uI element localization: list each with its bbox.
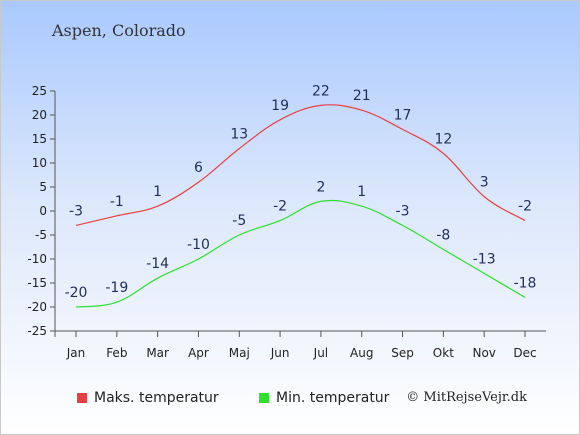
y-tick-label: -5 <box>35 228 47 242</box>
y-tick-label: -20 <box>27 300 47 314</box>
data-label-min: 2 <box>316 179 325 195</box>
data-label-max: 22 <box>312 83 330 99</box>
x-tick-label: Mar <box>146 346 169 360</box>
x-tick-label: Apr <box>188 346 209 360</box>
x-tick-label: Sep <box>391 346 414 360</box>
x-tick-label: Aug <box>350 346 373 360</box>
legend-item-max: Maks. temperatur <box>77 390 219 406</box>
legend-label-max: Maks. temperatur <box>94 390 219 406</box>
y-tick-label: -15 <box>27 276 47 290</box>
legend-item-min: Min. temperatur <box>259 390 389 406</box>
data-label-min: -2 <box>273 199 287 215</box>
data-label-max: 17 <box>394 107 412 123</box>
series-line-max <box>75 104 526 226</box>
data-label-min: -20 <box>65 285 88 301</box>
y-tick-label: -10 <box>27 252 47 266</box>
data-label-max: 3 <box>480 175 489 191</box>
data-label-max: 1 <box>153 184 162 200</box>
data-label-max: 12 <box>434 131 452 147</box>
x-tick-label: Nov <box>472 346 495 360</box>
y-tick-label: 25 <box>32 84 47 98</box>
y-tick-label: 20 <box>32 108 47 122</box>
copyright-text: © MitRejseVejr.dk <box>406 390 527 405</box>
x-tick-label: Dec <box>513 346 536 360</box>
y-tick-label: -25 <box>27 324 47 338</box>
data-label-min: -3 <box>396 203 410 219</box>
legend-label-min: Min. temperatur <box>276 390 390 406</box>
data-label-max: -1 <box>110 194 124 210</box>
chart-title: Aspen, Colorado <box>52 21 186 40</box>
y-tick-label: 10 <box>32 156 47 170</box>
data-label-min: 1 <box>357 184 366 200</box>
x-tick-label: Jun <box>270 346 290 360</box>
data-label-min: -19 <box>105 280 128 296</box>
data-label-max: 13 <box>230 127 248 143</box>
data-label-max: 6 <box>194 160 203 176</box>
x-tick-label: Okt <box>433 346 454 360</box>
y-tick-label: 15 <box>32 132 47 146</box>
x-tick-label: Jan <box>66 346 86 360</box>
x-tick-label: Feb <box>106 346 127 360</box>
legend: Maks. temperatur Min. temperatur <box>77 390 537 410</box>
series-line-min <box>75 199 526 308</box>
data-label-max: -3 <box>69 203 83 219</box>
legend-swatch-max <box>77 393 87 403</box>
y-tick-label: 5 <box>39 180 47 194</box>
data-label-min: -5 <box>232 213 246 229</box>
data-label-min: -14 <box>146 256 169 272</box>
x-tick-label: Jul <box>313 346 328 360</box>
x-tick-label: Maj <box>229 346 250 360</box>
y-tick-label: 0 <box>39 204 47 218</box>
data-label-max: 19 <box>271 98 289 114</box>
data-label-min: -18 <box>514 275 537 291</box>
data-label-min: -13 <box>473 251 496 267</box>
data-label-max: 21 <box>353 88 371 104</box>
data-label-min: -10 <box>187 237 210 253</box>
data-label-min: -8 <box>436 227 450 243</box>
legend-swatch-min <box>259 393 269 403</box>
data-label-max: -2 <box>518 199 532 215</box>
